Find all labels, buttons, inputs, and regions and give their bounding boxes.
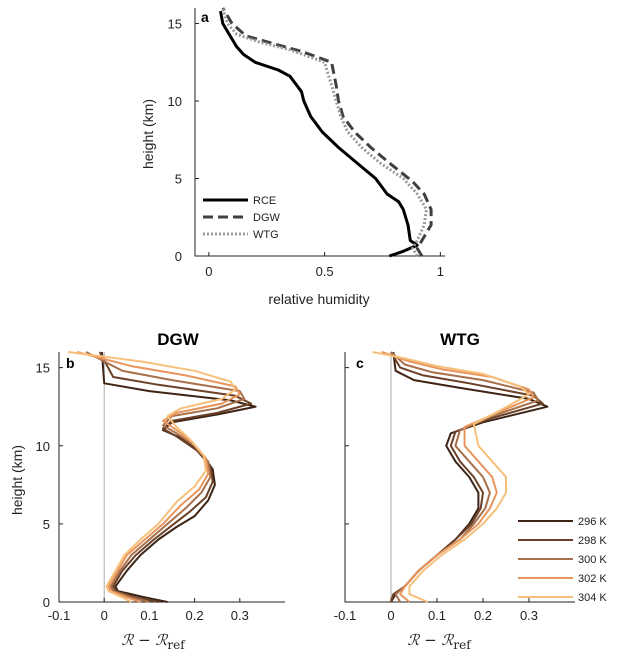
x-tick-label: -0.1 xyxy=(48,608,70,623)
y-tick-label: 0 xyxy=(43,595,50,610)
panel-c: WTG c ℛ − ℛref -0.1 0 0.1 0.2 0.3 296 K 298 K 3… xyxy=(334,330,608,652)
series-line-dgw xyxy=(221,7,433,257)
panel-c-title: WTG xyxy=(440,330,480,349)
series-line-302-k xyxy=(76,351,241,603)
y-tick-label: 10 xyxy=(36,439,50,454)
panel-b-title: DGW xyxy=(157,330,200,349)
panel-a-letter: a xyxy=(201,9,209,25)
y-tick-label: 15 xyxy=(168,17,182,32)
legend-label: DGW xyxy=(253,212,281,224)
x-tick-label: 0 xyxy=(205,264,212,279)
series-line-304-k xyxy=(372,351,530,603)
y-tick-label: 5 xyxy=(43,517,50,532)
panel-b-axes xyxy=(58,352,285,603)
y-tick-label: 5 xyxy=(175,172,182,187)
x-tick-label: -0.1 xyxy=(334,608,356,623)
panel-c-letter: c xyxy=(356,355,364,371)
panel-b-ylabel: height (km) xyxy=(9,445,25,515)
x-tick-label: 0 xyxy=(101,608,108,623)
x-tick-label: 0.2 xyxy=(186,608,204,623)
panel-a-xlabel: relative humidity xyxy=(268,291,369,307)
panel-c-axes xyxy=(344,352,575,603)
x-tick-label: 0.2 xyxy=(474,608,492,623)
panel-a: a relative humidity height (km) 0 0.5 1051… xyxy=(140,7,445,307)
series-line-rce xyxy=(219,10,419,258)
x-tick-label: 0.1 xyxy=(140,608,158,623)
y-tick-label: 0 xyxy=(175,249,182,264)
panel-b: DGW b height (km) ℛ − ℛref -0.1 0 0.1 0.2 0.… xyxy=(9,330,285,652)
series-line-302-k xyxy=(381,351,535,603)
panel-b-xlabel: ℛ − ℛref xyxy=(121,631,186,652)
x-tick-label: 0.3 xyxy=(520,608,538,623)
x-tick-label: 1 xyxy=(437,264,444,279)
legend-label: 304 K xyxy=(578,592,607,604)
x-tick-label: 0.5 xyxy=(316,264,334,279)
x-tick-label: 0.3 xyxy=(231,608,249,623)
legend-label: WTG xyxy=(253,229,279,241)
legend-label: 300 K xyxy=(578,554,607,566)
x-tick-label: 0.1 xyxy=(428,608,446,623)
x-tick-label: 0 xyxy=(387,608,394,623)
y-tick-label: 15 xyxy=(36,361,50,376)
panel-a-ylabel: height (km) xyxy=(140,99,156,169)
legend-label: 302 K xyxy=(578,573,607,585)
series-line-300-k xyxy=(85,351,246,603)
panel-c-xlabel: ℛ − ℛref xyxy=(407,631,472,652)
series-line-296-k xyxy=(100,351,257,603)
legend-label: 296 K xyxy=(578,516,607,528)
legend-label: RCE xyxy=(253,195,276,207)
legend-label: 298 K xyxy=(578,535,607,547)
series-line-304-k xyxy=(67,351,237,603)
y-tick-label: 10 xyxy=(168,94,182,109)
panel-b-letter: b xyxy=(66,355,75,371)
